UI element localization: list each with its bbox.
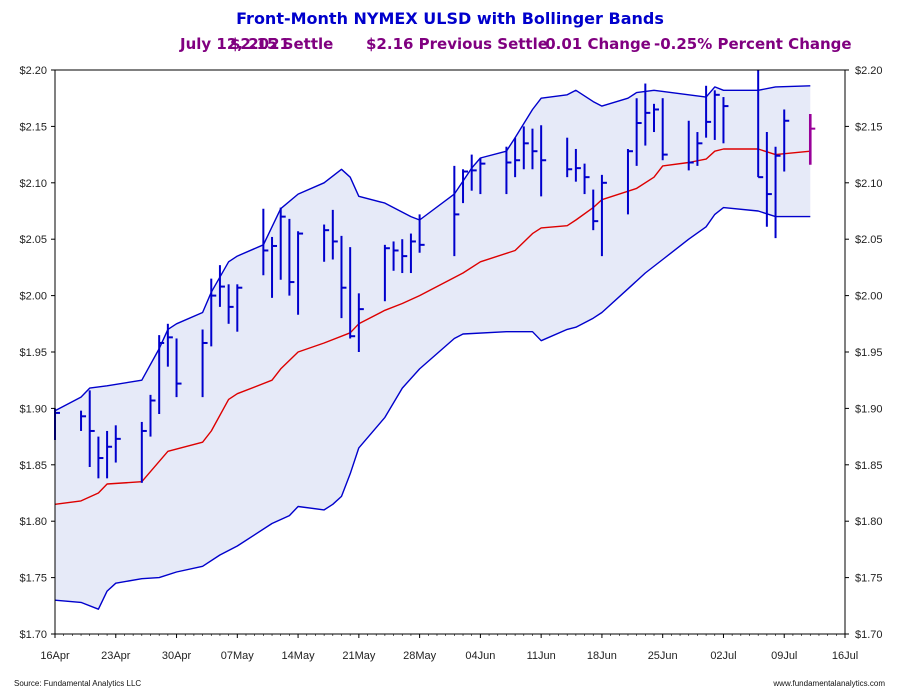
y-tick-label-left: $1.95 bbox=[19, 347, 47, 359]
x-tick-label: 28May bbox=[403, 650, 437, 662]
band-fill bbox=[55, 85, 811, 610]
x-tick-label: 25Jun bbox=[648, 650, 678, 662]
lower-band-line bbox=[54, 206, 811, 610]
axis-ticks: $2.20 $2.20 $2.15 $2.15 $2.10 $2.10 $2.05 $2.05… bbox=[19, 65, 882, 662]
x-tick-label: 04Jun bbox=[465, 650, 495, 662]
y-tick-label-right: $1.70 bbox=[855, 629, 883, 641]
x-tick-label: 07May bbox=[221, 650, 255, 662]
chart-title: Front-Month NYMEX ULSD with Bollinger Ba… bbox=[236, 9, 664, 28]
y-tick-label-right: $2.20 bbox=[855, 65, 883, 77]
y-tick-label-left: $1.70 bbox=[19, 629, 47, 641]
x-tick-label: 16Apr bbox=[40, 650, 70, 662]
y-tick-label-right: $1.75 bbox=[855, 573, 883, 585]
y-tick-label-left: $1.75 bbox=[19, 573, 47, 585]
y-tick-label-left: $1.85 bbox=[19, 460, 47, 472]
y-tick-label-left: $2.15 bbox=[19, 121, 47, 133]
x-tick-label: 14May bbox=[282, 650, 316, 662]
x-tick-label: 21May bbox=[342, 650, 376, 662]
x-tick-label: 16Jul bbox=[832, 650, 858, 662]
y-tick-label-right: $1.85 bbox=[855, 460, 883, 472]
x-tick-label: 23Apr bbox=[101, 650, 131, 662]
change-label: -0.01 Change bbox=[539, 35, 651, 53]
y-tick-label-right: $2.15 bbox=[855, 121, 883, 133]
y-tick-label-right: $2.05 bbox=[855, 234, 883, 246]
source-label: Source: Fundamental Analytics LLC bbox=[14, 679, 141, 688]
x-tick-label: 09Jul bbox=[771, 650, 797, 662]
percent-change-label: -0.25% Percent Change bbox=[654, 35, 852, 53]
y-tick-label-left: $1.90 bbox=[19, 403, 47, 415]
x-tick-label: 11Jun bbox=[527, 650, 556, 662]
y-tick-label-right: $1.80 bbox=[855, 516, 883, 528]
x-tick-label: 30Apr bbox=[162, 650, 192, 662]
y-tick-label-right: $2.00 bbox=[855, 291, 883, 303]
y-tick-label-right: $1.90 bbox=[855, 403, 883, 415]
middle-band-line bbox=[54, 148, 811, 505]
y-tick-label-left: $2.05 bbox=[19, 234, 47, 246]
settle-label: $2.15 Settle bbox=[230, 35, 333, 53]
plot-area bbox=[54, 70, 816, 610]
y-tick-label-left: $2.10 bbox=[19, 178, 47, 190]
y-tick-label-left: $2.20 bbox=[19, 65, 47, 77]
website-label: www.fundamentalanalytics.com bbox=[772, 679, 885, 688]
y-tick-label-right: $1.95 bbox=[855, 347, 883, 359]
previous-settle-label: $2.16 Previous Settle bbox=[366, 35, 548, 53]
x-tick-label: 18Jun bbox=[587, 650, 617, 662]
x-tick-label: 02Jul bbox=[710, 650, 736, 662]
y-tick-label-left: $1.80 bbox=[19, 516, 47, 528]
date-label: July 12, 2021 bbox=[179, 35, 290, 53]
y-tick-label-left: $2.00 bbox=[19, 291, 47, 303]
y-tick-label-right: $2.10 bbox=[855, 178, 883, 190]
